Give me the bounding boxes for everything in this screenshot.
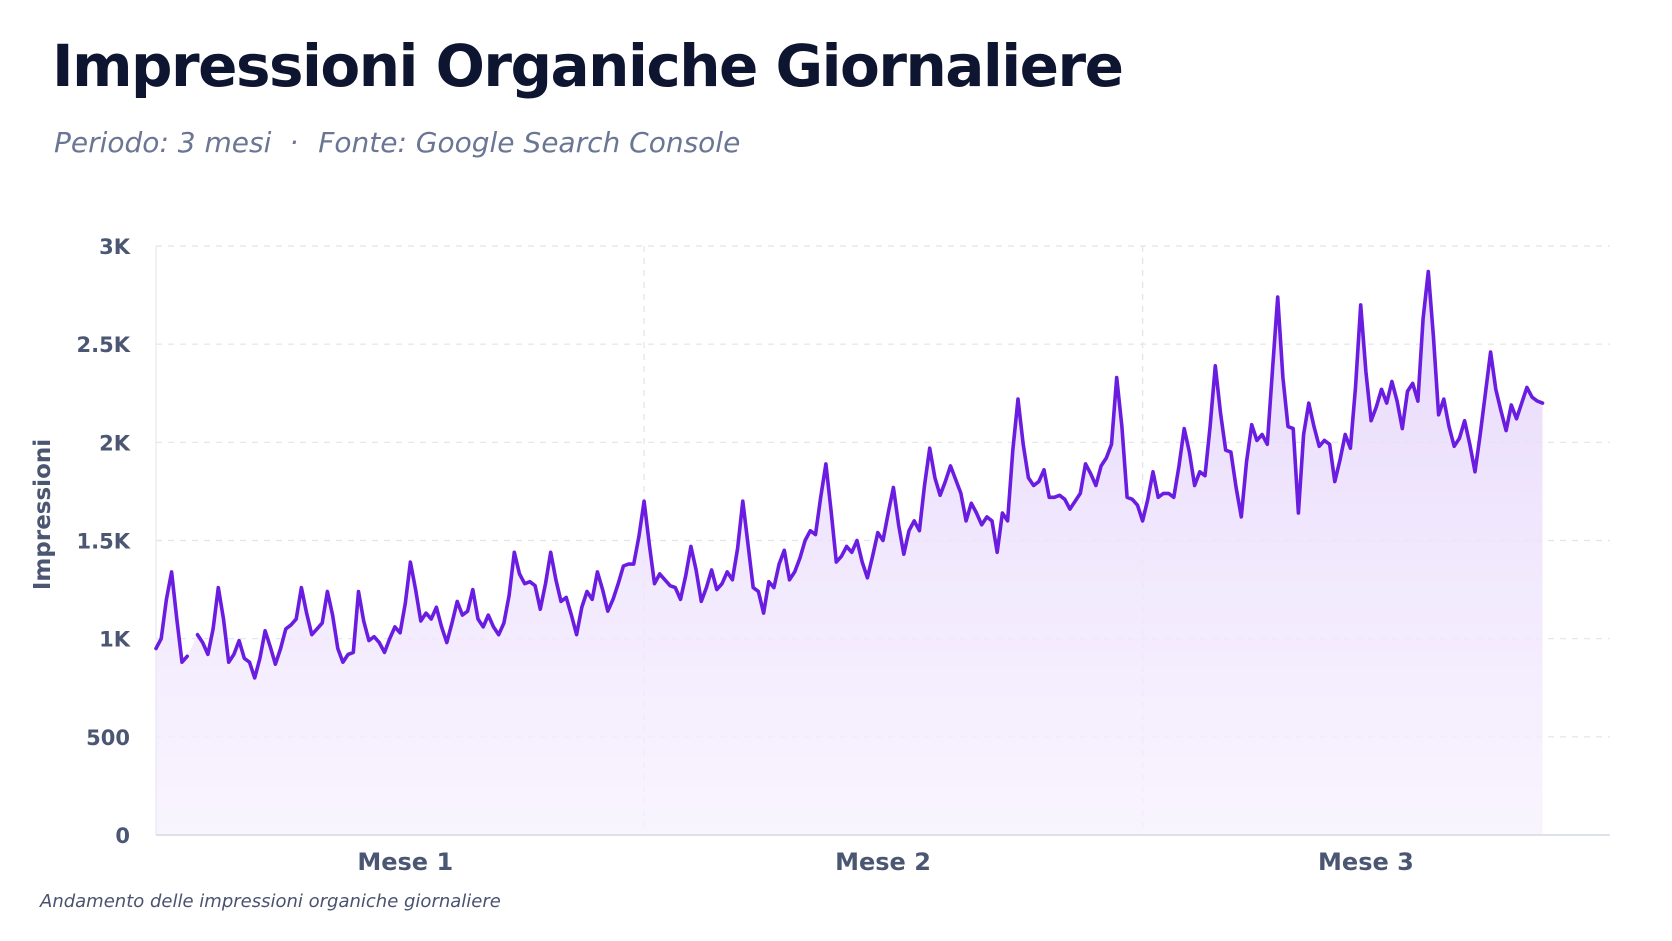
series-line [154,269,1545,680]
series-line-layer [154,269,1545,680]
y-tick-label: 3K [99,235,131,259]
y-tick-label: 1K [99,628,131,652]
chart-footnote: Andamento delle impressioni organiche gi… [40,891,501,912]
axes [155,246,1610,836]
y-tick-label: 2.5K [77,333,131,357]
chart-title: Impressioni Organiche Giornaliere [52,32,1124,100]
chart-subtitle: Periodo: 3 mesi · Fonte: Google Search Con… [54,126,740,159]
y-tick-label: 500 [86,726,130,750]
y-tick-label: 2K [99,431,131,455]
series-area-fill [156,271,1543,835]
y-tick-label: 1.5K [77,530,131,554]
subtitle-separator: · [289,126,299,159]
source-text: Fonte: Google Search Console [318,126,741,159]
area-fill-layer [156,271,1543,835]
y-tick-label: 0 [115,824,130,848]
period-text: Periodo: 3 mesi [54,126,272,159]
tick-labels: 0 500 1K 1.5K 2K 2.5K 3K Mese 1 Mese 2 Mese 3 Impr… [30,235,1414,876]
y-axis-label: Impressioni [30,439,56,590]
x-tick-label: Mese 3 [1318,848,1414,876]
x-tick-label: Mese 2 [835,848,931,876]
x-tick-label: Mese 1 [357,848,453,876]
